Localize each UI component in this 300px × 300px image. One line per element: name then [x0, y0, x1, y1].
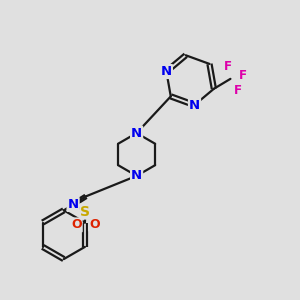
Text: N: N: [68, 198, 79, 211]
Text: F: F: [239, 69, 247, 82]
Text: S: S: [80, 205, 90, 218]
Text: N: N: [131, 169, 142, 182]
Text: O: O: [89, 218, 100, 230]
Text: F: F: [224, 60, 232, 73]
Text: F: F: [234, 84, 242, 97]
Text: N: N: [189, 98, 200, 112]
Text: N: N: [161, 65, 172, 78]
Text: N: N: [131, 127, 142, 140]
Text: O: O: [71, 218, 82, 231]
